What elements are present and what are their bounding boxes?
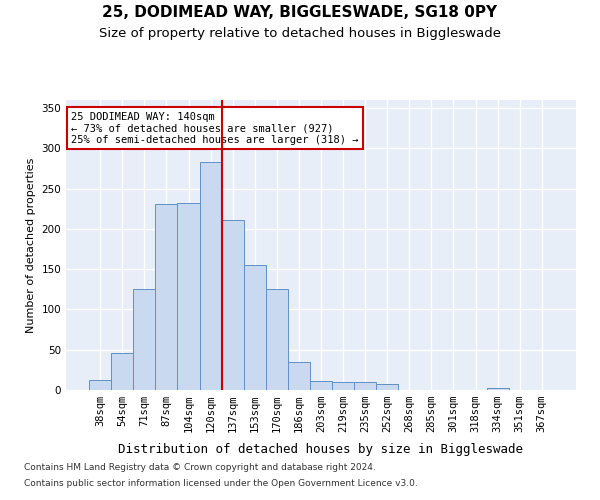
Text: Contains HM Land Registry data © Crown copyright and database right 2024.: Contains HM Land Registry data © Crown c… — [24, 464, 376, 472]
Text: 25 DODIMEAD WAY: 140sqm
← 73% of detached houses are smaller (927)
25% of semi-d: 25 DODIMEAD WAY: 140sqm ← 73% of detache… — [71, 112, 359, 145]
Bar — [111, 353, 133, 390]
Bar — [266, 290, 288, 390]
Bar — [332, 382, 354, 390]
Bar — [89, 380, 111, 390]
Bar — [244, 265, 266, 390]
Bar — [487, 388, 509, 390]
Bar — [376, 384, 398, 390]
Bar — [221, 220, 244, 390]
Bar — [288, 362, 310, 390]
Bar — [200, 162, 221, 390]
Bar — [178, 203, 200, 390]
Text: 25, DODIMEAD WAY, BIGGLESWADE, SG18 0PY: 25, DODIMEAD WAY, BIGGLESWADE, SG18 0PY — [103, 5, 497, 20]
Bar — [310, 381, 332, 390]
Text: Size of property relative to detached houses in Biggleswade: Size of property relative to detached ho… — [99, 28, 501, 40]
Text: Distribution of detached houses by size in Biggleswade: Distribution of detached houses by size … — [119, 442, 523, 456]
Text: Contains public sector information licensed under the Open Government Licence v3: Contains public sector information licen… — [24, 478, 418, 488]
Bar — [155, 204, 178, 390]
Y-axis label: Number of detached properties: Number of detached properties — [26, 158, 36, 332]
Bar — [133, 288, 155, 390]
Bar — [354, 382, 376, 390]
